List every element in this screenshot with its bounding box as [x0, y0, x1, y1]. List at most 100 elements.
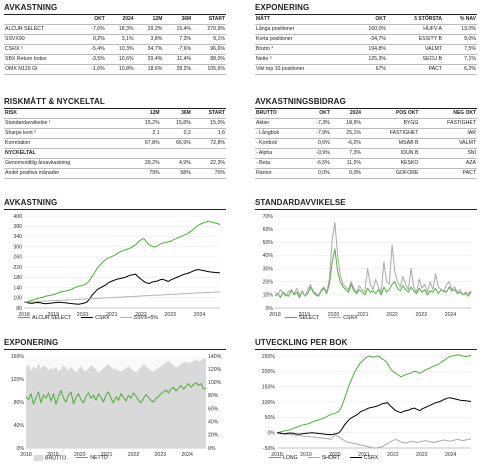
column-header	[4, 15, 79, 25]
series-line-long	[276, 354, 472, 434]
exponering-chart: 160% 120% 80% 40% 0% 140% 120% 100% 80% 60% 40% 20%…	[11, 354, 222, 458]
y-tick-label: 100%	[262, 400, 276, 406]
table-cell: FASTIGHET	[361, 128, 420, 139]
table-cell: Brutto ⁴	[255, 44, 350, 55]
sub-header: NYCKELTAL	[4, 148, 226, 159]
table-header-row: OKT 2024 12M 36M START	[4, 15, 226, 25]
table-header-row: BRUTTO OKT 2024 POS OKT NEG OKT	[255, 109, 477, 119]
table-cell: Vikt top 10 positioner	[255, 64, 350, 75]
column-header: 12M	[134, 15, 164, 25]
table-cell: 105,6%	[192, 64, 226, 75]
table-cell: VALMT	[386, 44, 443, 55]
y-right-tick-label: 20%	[208, 433, 219, 439]
x-tick-label: 2021	[357, 312, 369, 318]
x-tick-label: 2021	[101, 452, 113, 458]
table-cell: 2,1	[129, 128, 161, 139]
column-header: % NAV	[442, 15, 477, 25]
exponering-chart-title: EXPONERING	[4, 338, 226, 350]
column-header: 12M	[129, 109, 161, 119]
x-tick-label: 2023	[415, 312, 427, 318]
table-cell: 0,0%	[301, 168, 331, 179]
y-right-tick-label: 80%	[208, 393, 219, 399]
table-cell: -6,2%	[330, 138, 362, 149]
column-header: RISK	[4, 109, 130, 119]
table-header-row: RISK 12M 36M START	[4, 109, 226, 119]
sub-header-row: NYCKELTAL	[4, 148, 226, 159]
x-tick-label: 2023	[164, 312, 176, 318]
table-cell: KESKO	[361, 158, 420, 169]
column-header: OKT	[349, 15, 387, 25]
table-cell: Standardavvikelse ¹	[4, 118, 130, 129]
table-cell: 15,8%	[160, 118, 192, 129]
bok-chart: 250% 200% 150% 100% 50% 0% -50%2018 2019 2020 202…	[262, 354, 472, 458]
risk-panel: RISKMÅTT & NYCKELTAL RISK 12M 36M START Stan…	[4, 97, 226, 179]
y-tick-label: 200%	[262, 369, 276, 375]
table-cell: 18,6%	[134, 64, 164, 75]
x-tick-label: 2020	[74, 452, 86, 458]
y-tick-label: 50%	[265, 415, 276, 421]
table-cell: 88,0%	[192, 54, 226, 65]
bok-legend: LONG SHORT CSRX	[269, 455, 378, 461]
table-header-row: MÅTT OKT 5 STÖRSTA% NAV	[255, 15, 477, 25]
series-line-select	[274, 248, 472, 298]
y-tick-label: 300	[13, 244, 22, 250]
table-row: ALCUR SELECT -7,6% 18,3% 29,2% 15,4% 270,9%	[4, 24, 226, 35]
table-row: - Alpha -0,9% 7,3% IDUN B SNI	[255, 148, 477, 159]
legend-label: ALCUR SELECT	[32, 315, 72, 321]
y-tick-label: 220	[13, 265, 22, 271]
y-tick-label: 30%	[263, 266, 274, 272]
exponering-title: EXPONERING	[255, 3, 477, 15]
y-tick-label: 100	[13, 296, 22, 302]
table-cell: 10,6%	[105, 54, 135, 65]
x-tick-label: 2018	[20, 452, 32, 458]
x-tick-label: 2022	[128, 452, 140, 458]
y-tick-label: 80%	[14, 400, 25, 406]
table-cell: 10,3%	[105, 44, 135, 55]
avkastning-legend: ALCUR SELECT CSRX SSVX+5%	[18, 315, 158, 321]
table-row: Genomsnittlig årsavkastning 29,2% 4,9% 22,3…	[4, 158, 226, 169]
y-tick-label: 70%	[263, 214, 274, 220]
table-cell: -3,5%	[78, 54, 106, 65]
legend-item: CSRX	[349, 455, 379, 461]
table-cell: 0,0%	[330, 168, 362, 179]
table-cell: 29,2%	[134, 24, 164, 35]
table-cell: 1,6	[191, 128, 226, 139]
table-cell: 67,8%	[129, 138, 161, 149]
legend-item: BRUTTO	[34, 455, 66, 461]
table-cell: Räntor	[255, 168, 302, 179]
legend-label: CSRX	[95, 315, 110, 321]
legend-item: SHORT	[307, 455, 340, 461]
table-cell: PACT	[386, 64, 443, 75]
risk-title: RISKMÅTT & NYCKELTAL	[4, 97, 226, 109]
table-cell: 18,3%	[105, 24, 135, 35]
table-cell: - Alpha	[255, 148, 302, 159]
table-row: - Långbok -7,9% 25,1% FASTIGHET IAR	[255, 128, 477, 139]
table-cell: Långa positioner	[255, 24, 350, 35]
legend-swatch	[285, 317, 297, 319]
legend-swatch	[329, 317, 342, 319]
table-cell: 22,3%	[191, 158, 226, 169]
table-row: Andel positiva månader 79% 58% 70%	[4, 168, 226, 179]
table-cell: 58%	[160, 168, 192, 179]
x-tick-label: 2021	[106, 312, 118, 318]
table-cell: 29,2%	[129, 158, 161, 169]
table-cell: 4,9%	[160, 158, 192, 169]
x-tick-label: 2020	[329, 452, 341, 458]
legend-label: CSRX	[363, 455, 379, 461]
table-cell: 15,0%	[191, 118, 226, 129]
table-cell: 160,0%	[349, 24, 387, 35]
column-header: POS OKT	[361, 109, 420, 119]
table-row: - Kortbok 0,6% -6,2% MSAB B VALMT	[255, 138, 477, 149]
y-right-tick-label: 0%	[208, 446, 216, 452]
column-header: 36M	[163, 15, 193, 25]
y-right-tick-label: 100%	[208, 380, 222, 386]
y-tick-label: 150%	[262, 384, 276, 390]
table-cell: -0,9%	[301, 148, 331, 159]
legend-swatch	[81, 317, 94, 319]
table-cell: 28,2%	[163, 64, 193, 75]
y-tick-label: 160%	[11, 354, 25, 360]
table-cell: AZA	[419, 158, 477, 169]
table-cell: PACT	[419, 168, 477, 179]
exponering-panel: EXPONERING MÅTT OKT 5 STÖRSTA% NAV Långa po…	[255, 3, 477, 75]
